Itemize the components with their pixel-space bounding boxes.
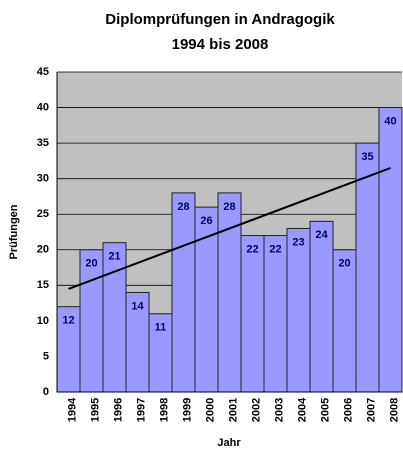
value-label: 21 [108, 251, 120, 263]
y-tick-label: 15 [37, 279, 49, 291]
bar [309, 220, 334, 393]
y-tick-label: 40 [37, 101, 49, 113]
x-tick-label: 1997 [135, 398, 147, 422]
x-tick-label: 2006 [342, 398, 354, 422]
x-tick-label: 1996 [112, 398, 124, 422]
value-label: 23 [292, 236, 304, 248]
value-label: 28 [177, 201, 189, 213]
bar [102, 242, 127, 393]
x-tick-label: 2001 [227, 398, 239, 422]
bar [217, 192, 242, 393]
x-tick-label: 1999 [181, 398, 193, 422]
bar [332, 249, 357, 393]
value-label: 22 [269, 243, 281, 255]
value-label: 20 [85, 258, 97, 270]
x-tick-label: 2003 [273, 398, 285, 422]
bar [240, 235, 265, 393]
bar [263, 235, 288, 393]
value-label: 24 [315, 229, 328, 241]
y-tick-label: 30 [37, 173, 49, 185]
value-label: 28 [223, 201, 235, 213]
value-label: 22 [246, 243, 258, 255]
bar [378, 107, 403, 393]
y-tick-label: 0 [43, 386, 49, 398]
bar [286, 227, 311, 393]
x-axis-label: Jahr [217, 437, 241, 449]
x-tick-label: 1995 [89, 398, 101, 422]
bar [171, 192, 196, 393]
value-label: 40 [384, 115, 396, 127]
value-label: 12 [62, 315, 74, 327]
x-tick-label: 2008 [388, 398, 400, 422]
y-tick-label: 35 [37, 137, 49, 149]
chart-subtitle: 1994 bis 2008 [172, 36, 269, 53]
x-tick-label: 2007 [365, 398, 377, 422]
y-axis-label: Prüfungen [8, 204, 20, 259]
y-tick-label: 20 [37, 244, 49, 256]
x-tick-label: 1994 [66, 397, 78, 422]
value-label: 20 [338, 258, 350, 270]
chart-title: Diplomprüfungen in Andragogik [105, 11, 335, 28]
bar [79, 249, 104, 393]
y-tick-label: 25 [37, 208, 49, 220]
value-label: 35 [361, 151, 373, 163]
trend-line [68, 167, 391, 290]
y-tick-label: 10 [37, 315, 49, 327]
x-tick-label: 2002 [250, 398, 262, 422]
x-tick-label: 2000 [204, 398, 216, 422]
x-tick-label: 1998 [158, 398, 170, 422]
value-label: 26 [200, 215, 212, 227]
y-tick-label: 5 [43, 350, 49, 362]
x-tick-label: 2004 [296, 397, 308, 422]
value-label: 11 [155, 322, 167, 334]
x-tick-label: 2005 [319, 398, 331, 422]
y-tick-label: 45 [37, 66, 49, 78]
value-label: 14 [131, 300, 144, 312]
